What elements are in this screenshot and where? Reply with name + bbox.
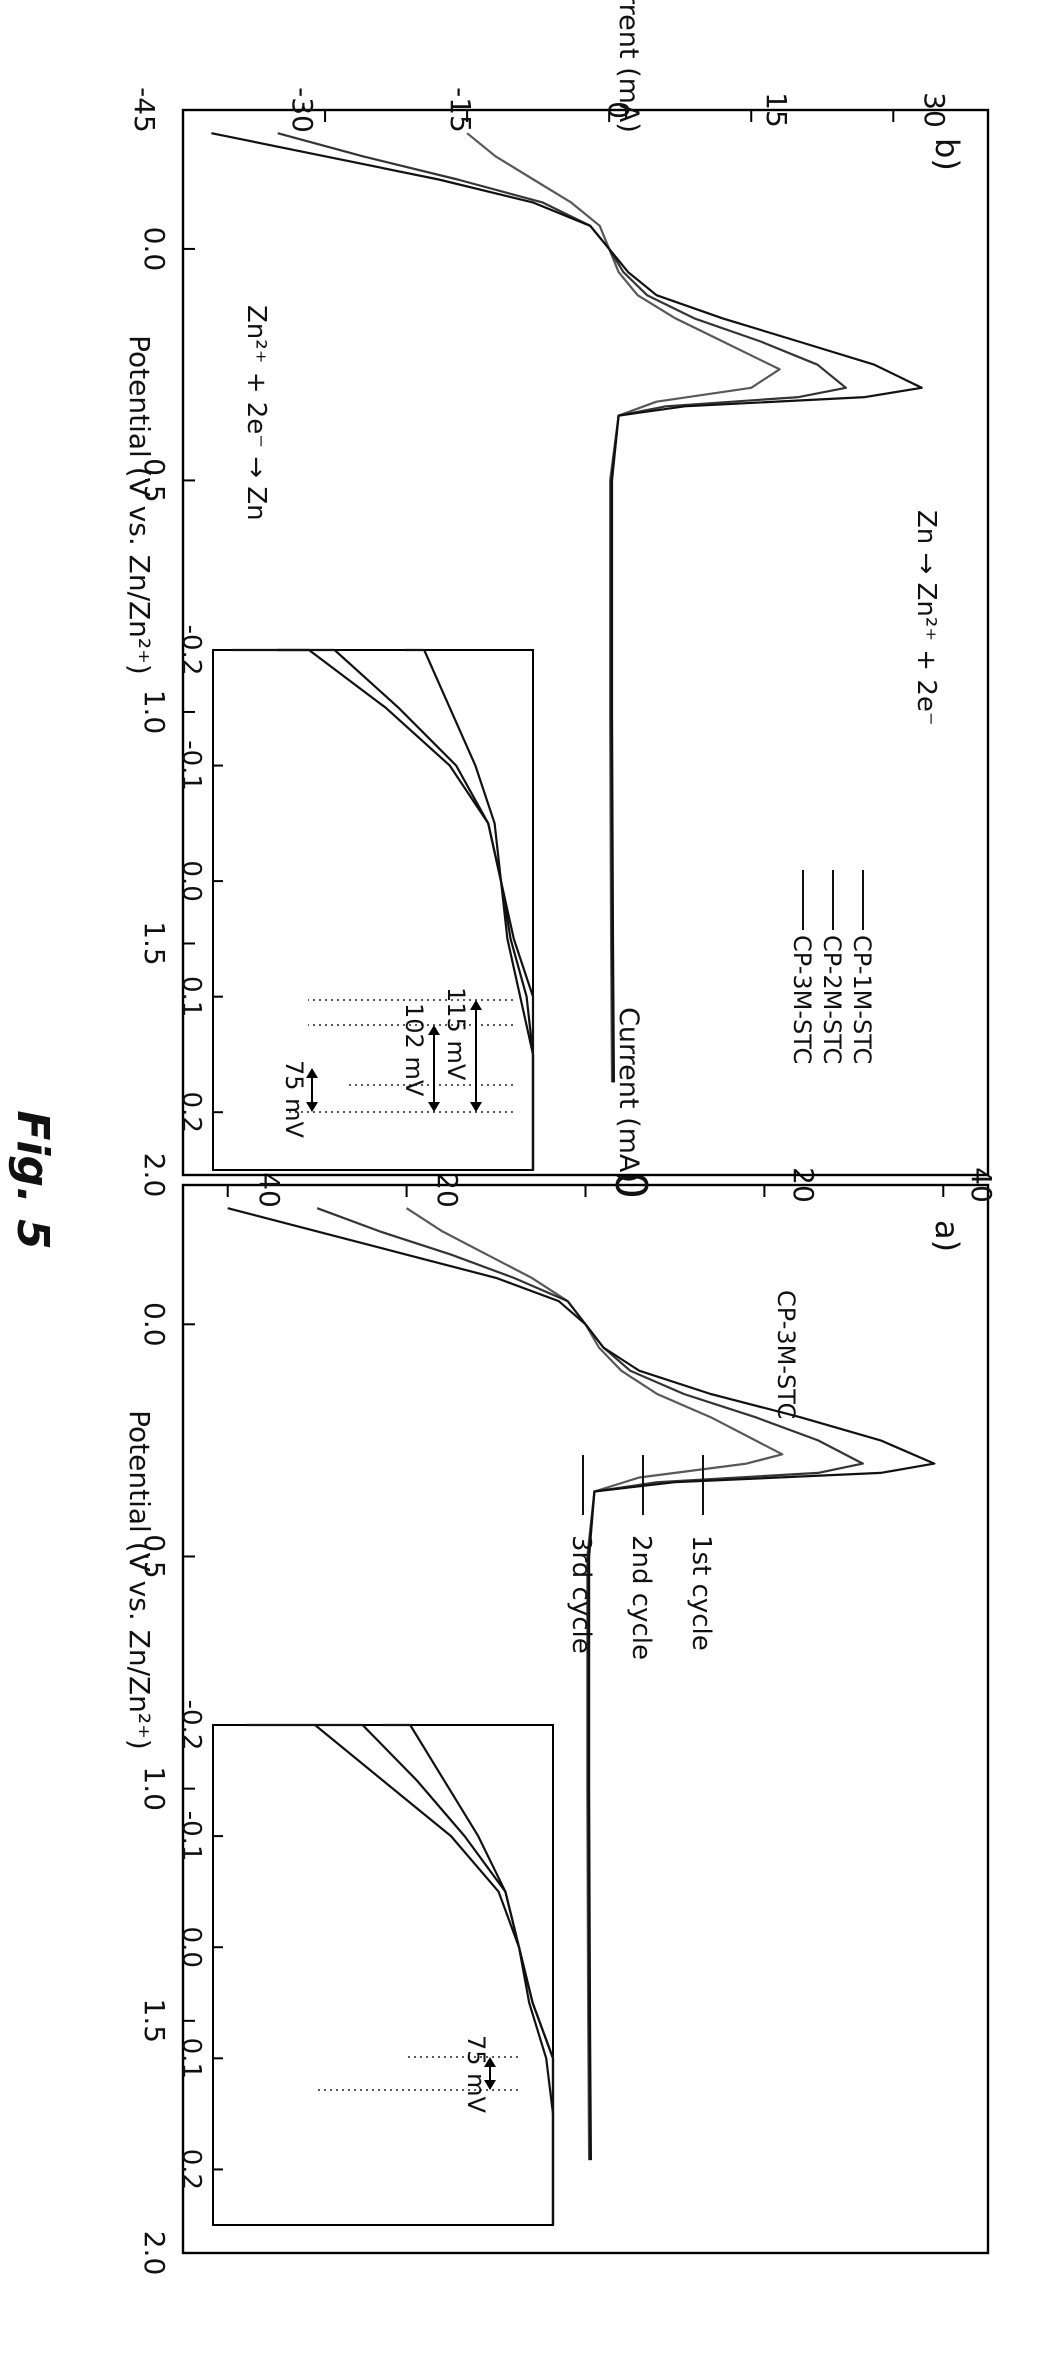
panel-a-ylabel: Current (mA)	[613, 1007, 644, 1183]
inset-b-annotation-115: 115 mV	[442, 987, 470, 1081]
panel-b-ylabel: Current (mA)	[613, 0, 644, 133]
panel-b-xlabel: Potential (V vs. Zn/Zn²⁺)	[123, 335, 156, 675]
arrowhead-102-left	[428, 1025, 440, 1035]
series-line-3	[406, 1207, 784, 2161]
panel-b-y-axis	[182, 110, 895, 122]
x-tick-label: 1.0	[138, 1766, 171, 1811]
panel-a-xlabel: Potential (V vs. Zn/Zn²⁺)	[123, 1410, 156, 1750]
inset-x-tick-label: -0.2	[176, 625, 206, 676]
inset-series-line-3	[383, 1723, 555, 2225]
panel-b-ytick-30: 30	[918, 92, 951, 128]
panel-b-annotation-reduction: Zn²⁺ + 2e⁻ → Zn	[241, 305, 271, 521]
x-tick-label: 0.0	[138, 227, 171, 272]
panel-b-annotation-oxidation: Zn → Zn²⁺ + 2e⁻	[911, 510, 941, 726]
panel-b-inset-frame	[212, 649, 534, 1171]
x-tick-label: 2.0	[138, 2231, 171, 2276]
panel-b-ytick-0: 0	[602, 101, 635, 119]
panel-b-inset: -0.2 -0.1 0.0 0.1 0.2 115 mV 102 mV 75 mV	[176, 625, 535, 1171]
panel-a-inset-x-axis: -0.2 -0.1 0.0 0.1 0.2	[176, 1700, 223, 2190]
panel-a-legend: 1st cycle 2nd cycle 3rd cycle	[566, 1455, 716, 1660]
x-tick-label: 2.0	[138, 1153, 171, 1198]
panel-a-inset: -0.2 -0.1 0.0 0.1 0.2 75 mV	[176, 1700, 555, 2226]
inset-series-line-3	[405, 648, 535, 1170]
inset-x-tick-label: 0.1	[176, 976, 206, 1017]
arrowhead-115-left	[470, 1000, 482, 1010]
arrowhead-left	[484, 2057, 496, 2067]
x-tick-label: 1.5	[138, 921, 171, 966]
inset-b-annotation-75: 75 mV	[280, 1060, 308, 1139]
panel-a-title: CP-3M-STC	[772, 1290, 800, 1419]
arrowhead-75-right	[306, 1102, 318, 1112]
x-tick-label: 1.5	[138, 1999, 171, 2044]
panel-b-ytick-15: 15	[760, 92, 793, 128]
x-tick-label: 0.5	[138, 1534, 171, 1579]
panel-a-x-axis: 0.0 0.5 1.0 1.5 2.0	[138, 1302, 195, 2275]
panel-a-inset-curves	[247, 1723, 555, 2225]
arrowhead-115-right	[470, 1102, 482, 1112]
legend-label-cp3m: CP-3M-STC	[788, 935, 816, 1064]
inset-x-tick-label: 0.2	[176, 1092, 206, 1133]
panel-b-inset-x-axis: -0.2 -0.1 0.0 0.1 0.2	[176, 625, 223, 1133]
panel-b-curves	[211, 132, 923, 1083]
panel-b-ytick-neg30: -30	[286, 87, 319, 133]
inset-x-tick-label: 0.2	[176, 2149, 206, 2190]
legend-label-cp2m: CP-2M-STC	[818, 935, 846, 1064]
legend-label-1st: 1st cycle	[686, 1535, 716, 1651]
panel-a-plot: 0.0 0.5 1.0 1.5 2.0 a) CP-3M-STC 1st cycle 2…	[138, 1183, 990, 2275]
legend-label-cp1m: CP-1M-STC	[848, 935, 876, 1064]
panel-a-inset-frame	[212, 1724, 554, 2226]
x-tick-label: 0.5	[138, 458, 171, 503]
figure-caption-label: Fig. 5	[7, 1110, 58, 1249]
arrowhead-75-left	[306, 1068, 318, 1078]
arrowhead-102-right	[428, 1102, 440, 1112]
panel-b-inset-curves	[232, 648, 535, 1170]
panel-a-curves	[227, 1207, 936, 2161]
panel-b-x-axis: 0.0 0.5 1.0 1.5 2.0	[138, 227, 195, 1198]
panel-b-ytick-neg15: -15	[444, 87, 477, 133]
inset-b-annotation-102: 102 mV	[400, 1003, 428, 1097]
panel-a-ytick-40: 40	[965, 1167, 998, 1203]
panel-a: 0.0 0.5 1.0 1.5 2.0 a) CP-3M-STC 1st cycle 2…	[123, 1007, 998, 2275]
panel-b: 0.0 0.5 1.0 1.5 2.0 b) Zn²⁺ + 2e⁻ → Zn Zn → …	[123, 0, 990, 1198]
inset-x-tick-label: -0.2	[176, 1700, 206, 1751]
panel-a-label: a)	[928, 1220, 966, 1252]
panel-b-legend: CP-1M-STC CP-2M-STC CP-3M-STC	[788, 870, 876, 1064]
x-tick-label: 0.0	[138, 1302, 171, 1347]
panel-b-plot: 0.0 0.5 1.0 1.5 2.0 b) Zn²⁺ + 2e⁻ → Zn Zn → …	[138, 108, 990, 1198]
inset-x-tick-label: -0.1	[176, 740, 206, 791]
panel-a-ytick-20: 20	[787, 1167, 820, 1203]
inset-annotation-75mv: 75 mV	[462, 2035, 490, 2114]
panel-a-y-axis	[226, 1185, 945, 1197]
inset-x-tick-label: 0.0	[176, 860, 206, 901]
x-tick-label: 1.0	[138, 690, 171, 735]
inset-x-tick-label: -0.1	[176, 1811, 206, 1862]
inset-x-tick-label: 0.1	[176, 2038, 206, 2079]
arrowhead-right	[484, 2080, 496, 2090]
panel-b-ytick-labels: 30 15 0 -15 -30 -45	[128, 87, 951, 133]
legend-label-3rd: 3rd cycle	[566, 1535, 596, 1654]
series-line-3	[466, 132, 781, 1083]
inset-x-tick-label: 0.0	[176, 1927, 206, 1968]
panel-b-label: b)	[928, 138, 966, 171]
panel-b-ytick-neg45: -45	[128, 87, 161, 133]
legend-label-2nd: 2nd cycle	[626, 1535, 656, 1660]
panel-b-frame	[181, 108, 990, 1177]
